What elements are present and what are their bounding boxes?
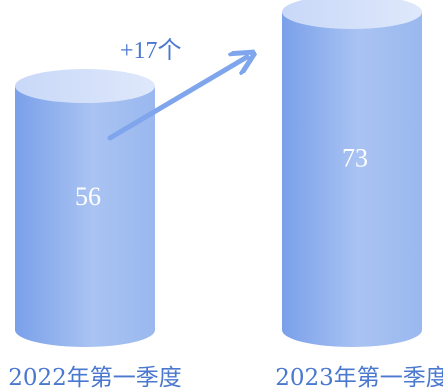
category-label-1: 2022年第一季度 bbox=[8, 365, 182, 391]
data-label-1: 56 bbox=[75, 182, 101, 211]
increase-annotation: +17个 bbox=[120, 37, 182, 64]
bars-group bbox=[15, 0, 422, 347]
increase-arrow-icon bbox=[107, 57, 247, 141]
bar-body bbox=[15, 86, 155, 347]
bar-top bbox=[15, 69, 155, 104]
labels-group: 56 2022年第一季度 73 2023年第一季度 bbox=[8, 144, 443, 391]
data-label-2: 73 bbox=[342, 144, 368, 173]
category-label-2: 2023年第一季度 bbox=[275, 365, 443, 391]
bar-body bbox=[282, 12, 422, 347]
bar-top bbox=[282, 0, 422, 29]
bar-2 bbox=[282, 0, 422, 347]
bar-1 bbox=[15, 69, 155, 347]
